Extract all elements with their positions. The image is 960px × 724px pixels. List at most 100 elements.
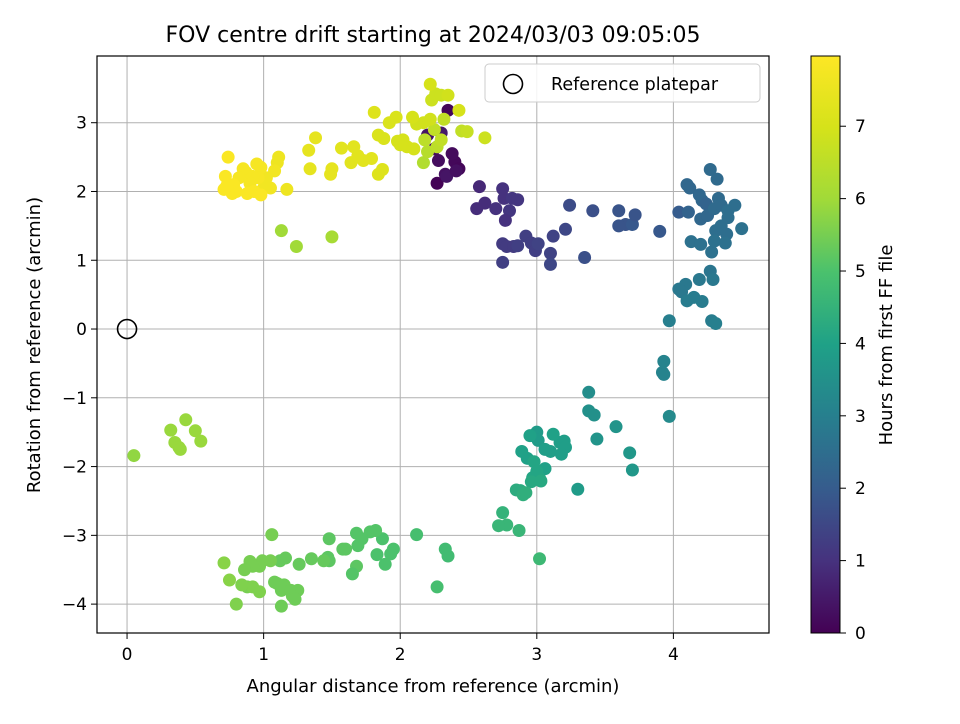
data-point	[707, 234, 721, 248]
x-tick-label: 0	[122, 645, 133, 665]
data-point	[179, 413, 193, 427]
data-point	[657, 354, 671, 368]
data-point	[253, 585, 267, 599]
data-point	[410, 528, 424, 542]
data-point	[317, 554, 331, 568]
data-point	[274, 599, 288, 613]
data-point	[324, 167, 338, 181]
data-point	[434, 133, 448, 147]
data-point	[416, 156, 430, 170]
data-point	[511, 239, 525, 253]
data-point	[710, 172, 724, 186]
colorbar	[810, 55, 841, 634]
data-point	[427, 123, 441, 137]
data-point	[554, 447, 568, 461]
colorbar-tick-label: 5	[855, 262, 866, 282]
data-point	[339, 542, 353, 556]
data-point	[350, 526, 364, 540]
y-axis-ticks: −4 −3 −2 −1 0 1 2 3	[62, 114, 97, 615]
data-point	[452, 103, 466, 117]
data-point	[370, 548, 384, 562]
data-point	[194, 434, 208, 448]
colorbar-tick-label: 2	[855, 479, 866, 499]
data-point	[695, 295, 709, 309]
data-point	[496, 506, 510, 520]
x-tick-label: 1	[258, 645, 269, 665]
data-point	[325, 230, 339, 244]
legend-box	[484, 63, 761, 103]
data-point	[587, 408, 601, 422]
data-point	[612, 204, 626, 218]
data-point	[718, 236, 732, 250]
data-point	[609, 420, 623, 434]
data-point	[657, 367, 671, 381]
data-point	[543, 257, 557, 271]
data-point	[384, 547, 398, 561]
x-tick-label: 2	[395, 645, 406, 665]
data-point	[407, 142, 421, 156]
colorbar-tick-label: 1	[855, 552, 866, 572]
y-tick-label: 3	[76, 114, 87, 134]
data-point	[280, 182, 294, 196]
data-point	[309, 131, 323, 145]
y-tick-label: 2	[76, 182, 87, 202]
data-point	[546, 229, 560, 243]
data-point	[274, 224, 288, 238]
data-point	[683, 181, 697, 195]
y-tick-label: 0	[76, 320, 87, 340]
colorbar-tick-label: 3	[855, 407, 866, 427]
data-point	[558, 222, 572, 236]
data-point	[221, 150, 235, 164]
data-point	[496, 182, 510, 196]
data-point	[628, 208, 642, 222]
data-point	[623, 446, 637, 460]
data-point	[489, 202, 503, 216]
data-point	[288, 592, 302, 606]
data-point	[418, 133, 432, 147]
data-point	[304, 552, 318, 566]
x-axis-ticks: 0 1 2 3 4	[122, 633, 679, 665]
data-point	[371, 167, 385, 181]
data-point	[345, 567, 359, 581]
data-points	[127, 77, 749, 613]
data-point	[367, 105, 381, 119]
data-point	[586, 204, 600, 218]
data-point	[692, 273, 706, 287]
data-point	[460, 125, 474, 139]
data-point	[390, 134, 404, 148]
data-point	[492, 519, 506, 533]
data-point	[470, 202, 484, 216]
data-point	[238, 563, 252, 577]
y-tick-label: −1	[62, 389, 87, 409]
data-point	[709, 317, 723, 331]
legend-label-reference: Reference platepar	[551, 75, 719, 95]
data-point	[289, 239, 303, 253]
data-point	[578, 251, 592, 265]
data-point	[377, 132, 391, 146]
data-point	[543, 246, 557, 260]
data-point	[472, 180, 486, 194]
data-point	[217, 556, 231, 570]
data-point	[721, 211, 735, 225]
legend: Reference platepar	[484, 63, 761, 103]
y-tick-label: −2	[62, 458, 87, 478]
data-point	[322, 532, 336, 546]
data-point	[441, 549, 455, 563]
data-point	[590, 432, 604, 446]
data-point	[218, 169, 232, 183]
data-point	[441, 88, 455, 102]
data-point	[612, 219, 626, 233]
data-point	[229, 597, 243, 611]
plot-frame	[96, 55, 770, 634]
data-point	[273, 554, 287, 568]
colorbar-label: Hours from first FF file	[876, 245, 897, 446]
data-point	[662, 314, 676, 328]
data-point	[127, 449, 141, 463]
data-point	[571, 482, 585, 496]
data-point	[334, 141, 348, 155]
data-point	[498, 213, 512, 227]
data-point	[164, 423, 178, 437]
data-point	[512, 524, 526, 538]
